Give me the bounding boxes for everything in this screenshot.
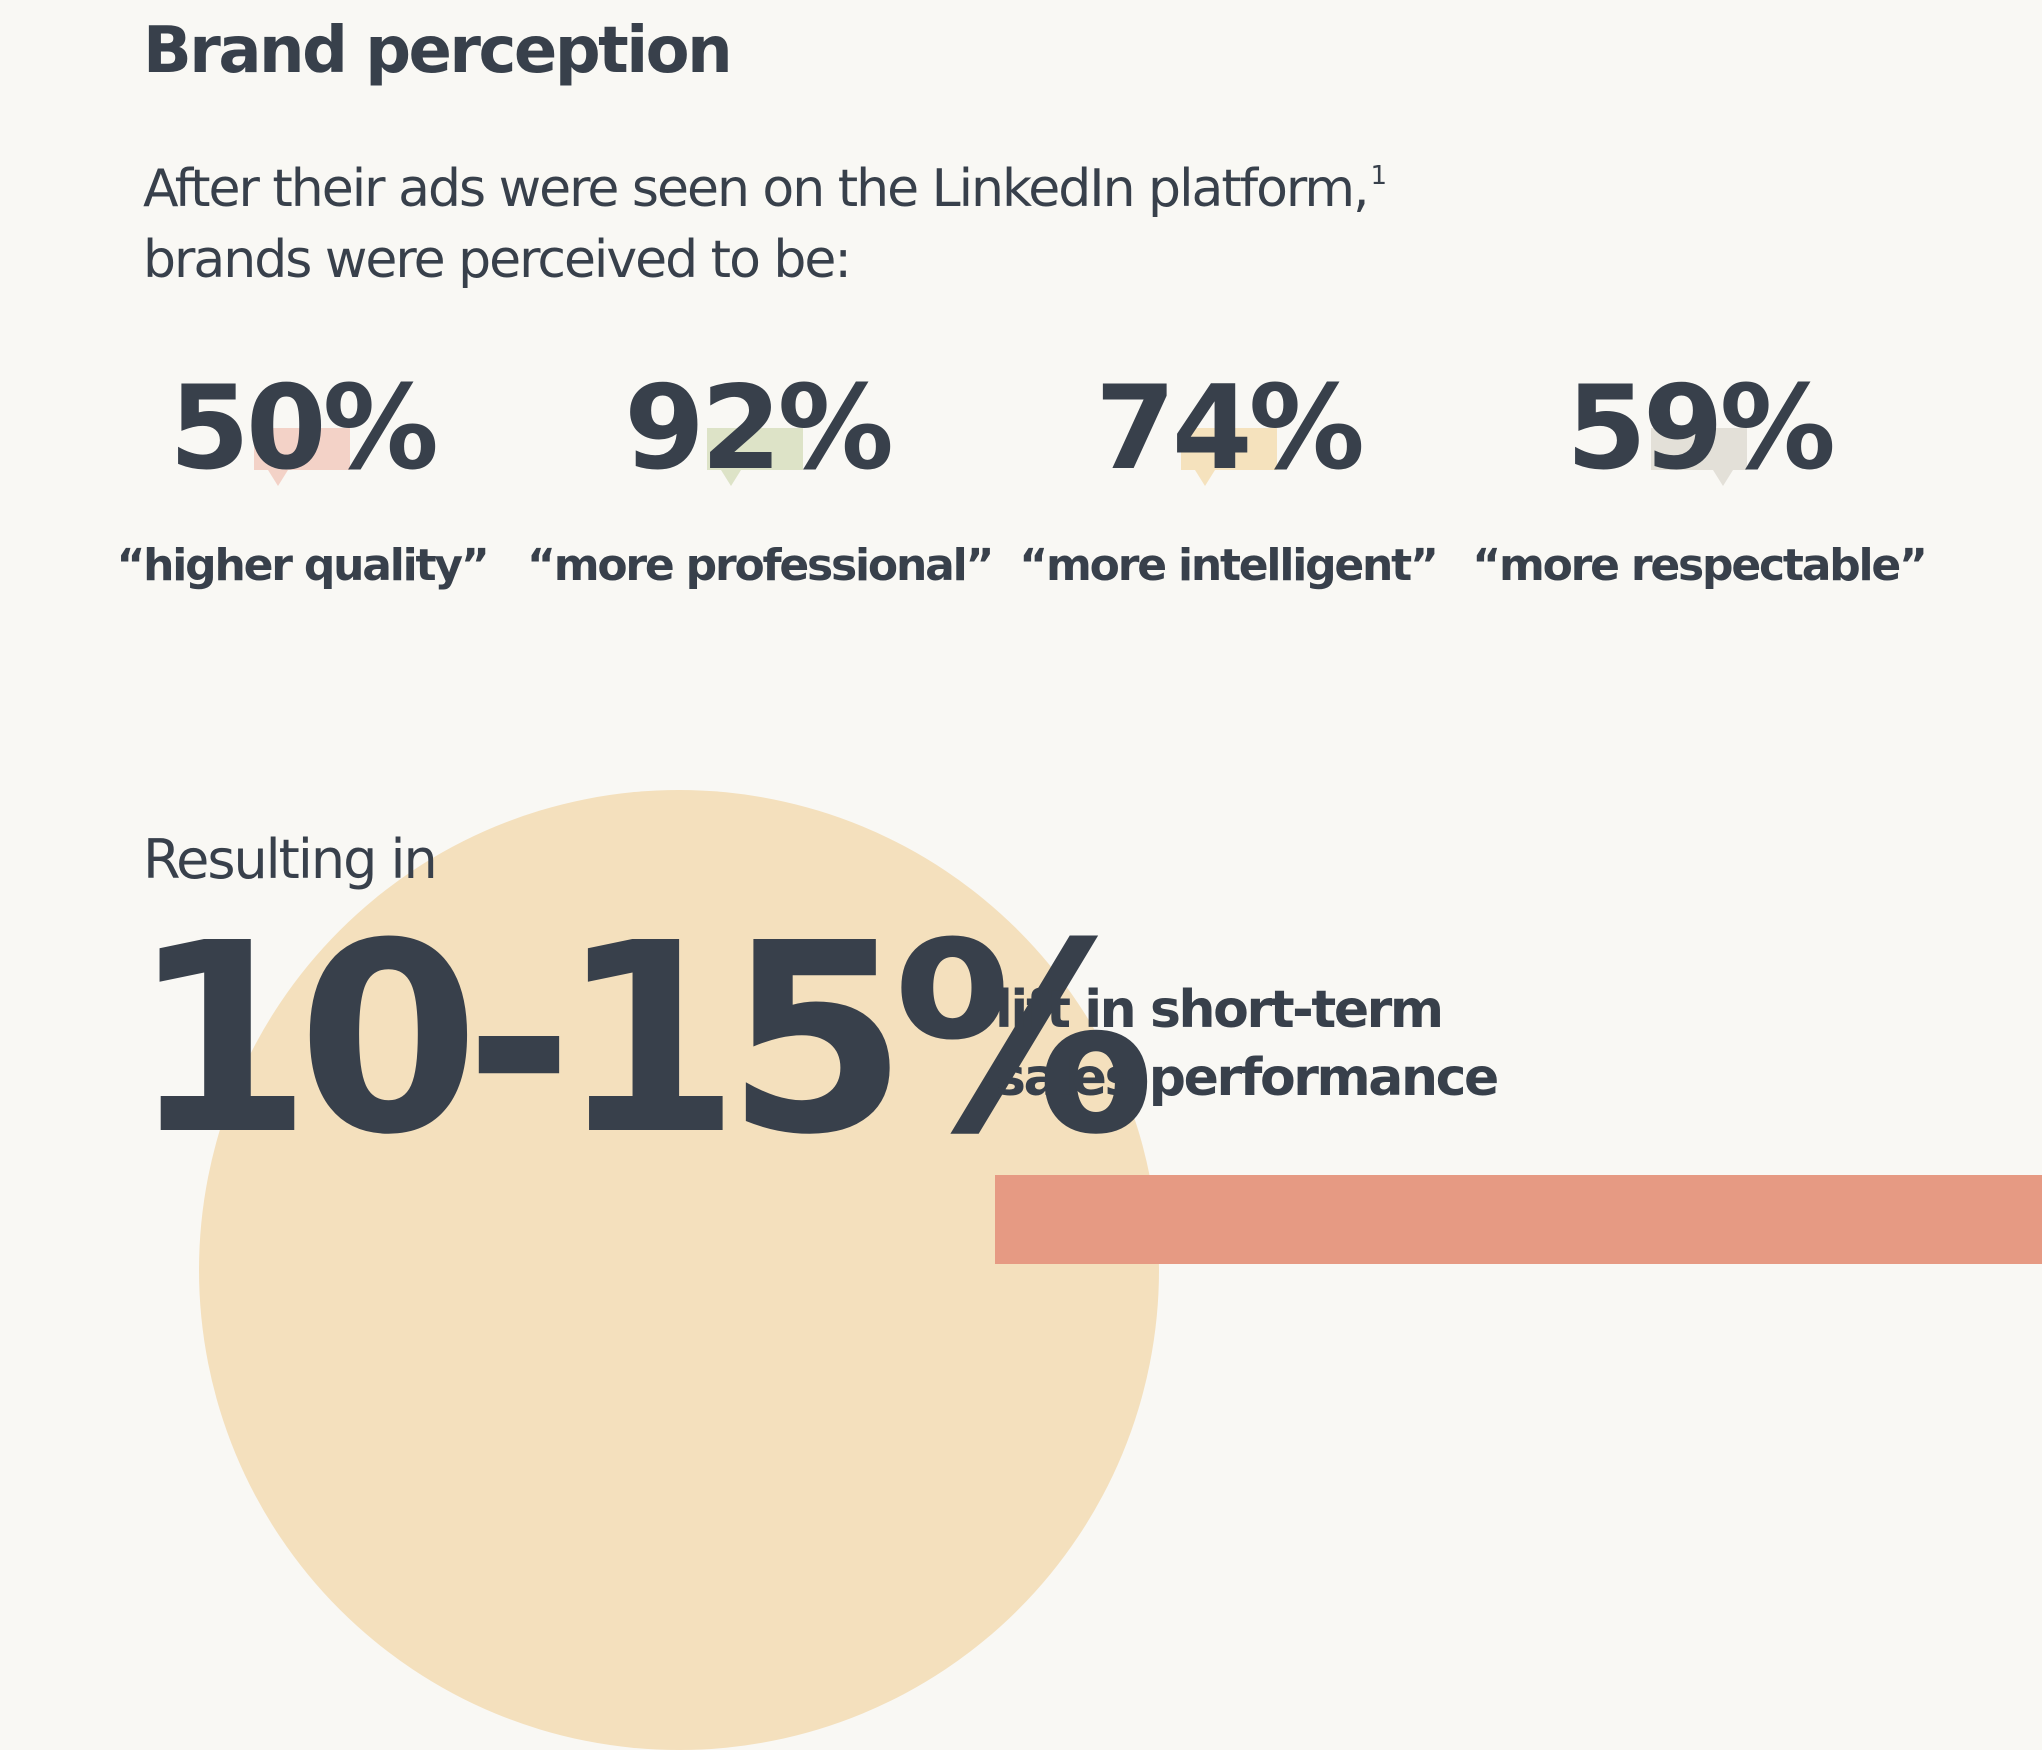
- result-value: 10-15%: [130, 887, 1155, 1192]
- stat-label: “higher quality”: [116, 540, 489, 591]
- stat-value: 50%: [169, 361, 439, 496]
- result-label: Resulting in: [143, 828, 438, 891]
- result-description: lift in short-term sales performance: [995, 976, 1499, 1112]
- intro-line-2: brands were perceived to be:: [143, 230, 852, 290]
- stat-label: “more respectable”: [1472, 540, 1928, 591]
- stat-label: “more professional”: [527, 540, 994, 591]
- stat-higher-quality: 50% “higher quality”: [72, 361, 532, 605]
- stat-value: 92%: [624, 361, 894, 496]
- intro-text: After their ads were seen on the LinkedI…: [143, 158, 1387, 291]
- intro-line-1: After their ads were seen on the LinkedI…: [143, 159, 1370, 219]
- result-description-line-2: sales performance: [995, 1048, 1499, 1108]
- speech-bubble-icon: [1181, 428, 1277, 486]
- speech-bubble-icon: [1651, 428, 1747, 486]
- stat-more-respectable: 59% “more respectable”: [1469, 361, 1929, 605]
- stat-value: 74%: [1095, 361, 1365, 496]
- page-title: Brand perception: [143, 14, 733, 88]
- decorative-block: [995, 1175, 2042, 1264]
- stat-value: 59%: [1566, 361, 1836, 496]
- footnote-marker: 1: [1370, 161, 1387, 191]
- stat-more-intelligent: 74% “more intelligent”: [998, 361, 1458, 605]
- stat-more-professional: 92% “more professional”: [527, 361, 994, 605]
- stat-label: “more intelligent”: [1019, 540, 1439, 591]
- result-description-line-1: lift in short-term: [995, 980, 1444, 1040]
- speech-bubble-icon: [707, 428, 803, 486]
- speech-bubble-icon: [254, 428, 350, 486]
